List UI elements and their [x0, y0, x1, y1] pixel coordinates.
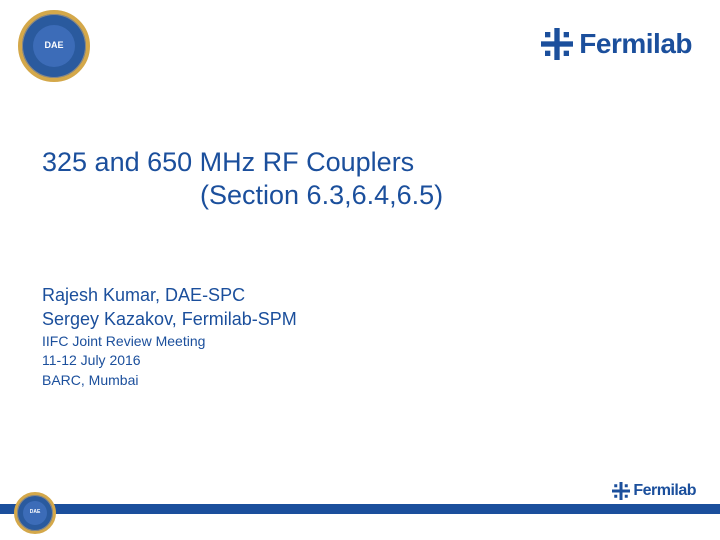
slide-header: DAE Fermilab [0, 0, 720, 82]
slide-title: 325 and 650 MHz RF Couplers (Section 6.3… [42, 147, 720, 211]
footer-fermilab-wordmark: Fermilab [633, 482, 696, 500]
dae-logo: DAE [18, 10, 90, 82]
footer-dae-text: DAE [23, 501, 47, 525]
footer-bar [0, 504, 720, 514]
dae-logo-text: DAE [33, 25, 75, 67]
footer-dae-ring: DAE [14, 492, 56, 534]
author-block: Rajesh Kumar, DAE-SPC Sergey Kazakov, Fe… [42, 283, 720, 390]
author-2: Sergey Kazakov, Fermilab-SPM [42, 307, 720, 331]
fermilab-icon [541, 28, 573, 60]
footer-fermilab-icon [612, 482, 630, 500]
meeting-location: BARC, Mumbai [42, 371, 720, 391]
meeting-date: 11-12 July 2016 [42, 351, 720, 371]
title-line-1: 325 and 650 MHz RF Couplers [42, 147, 720, 178]
dae-label: DAE [44, 41, 63, 51]
title-line-2: (Section 6.3,6.4,6.5) [200, 180, 720, 211]
footer-fermilab-logo: Fermilab [606, 482, 702, 500]
dae-logo-ring: DAE [18, 10, 90, 82]
slide-footer: DAE Fermilab [0, 482, 720, 540]
fermilab-logo: Fermilab [541, 28, 692, 60]
author-1: Rajesh Kumar, DAE-SPC [42, 283, 720, 307]
footer-dae-logo: DAE [14, 492, 56, 534]
fermilab-wordmark: Fermilab [579, 28, 692, 60]
meeting-name: IIFC Joint Review Meeting [42, 332, 720, 352]
